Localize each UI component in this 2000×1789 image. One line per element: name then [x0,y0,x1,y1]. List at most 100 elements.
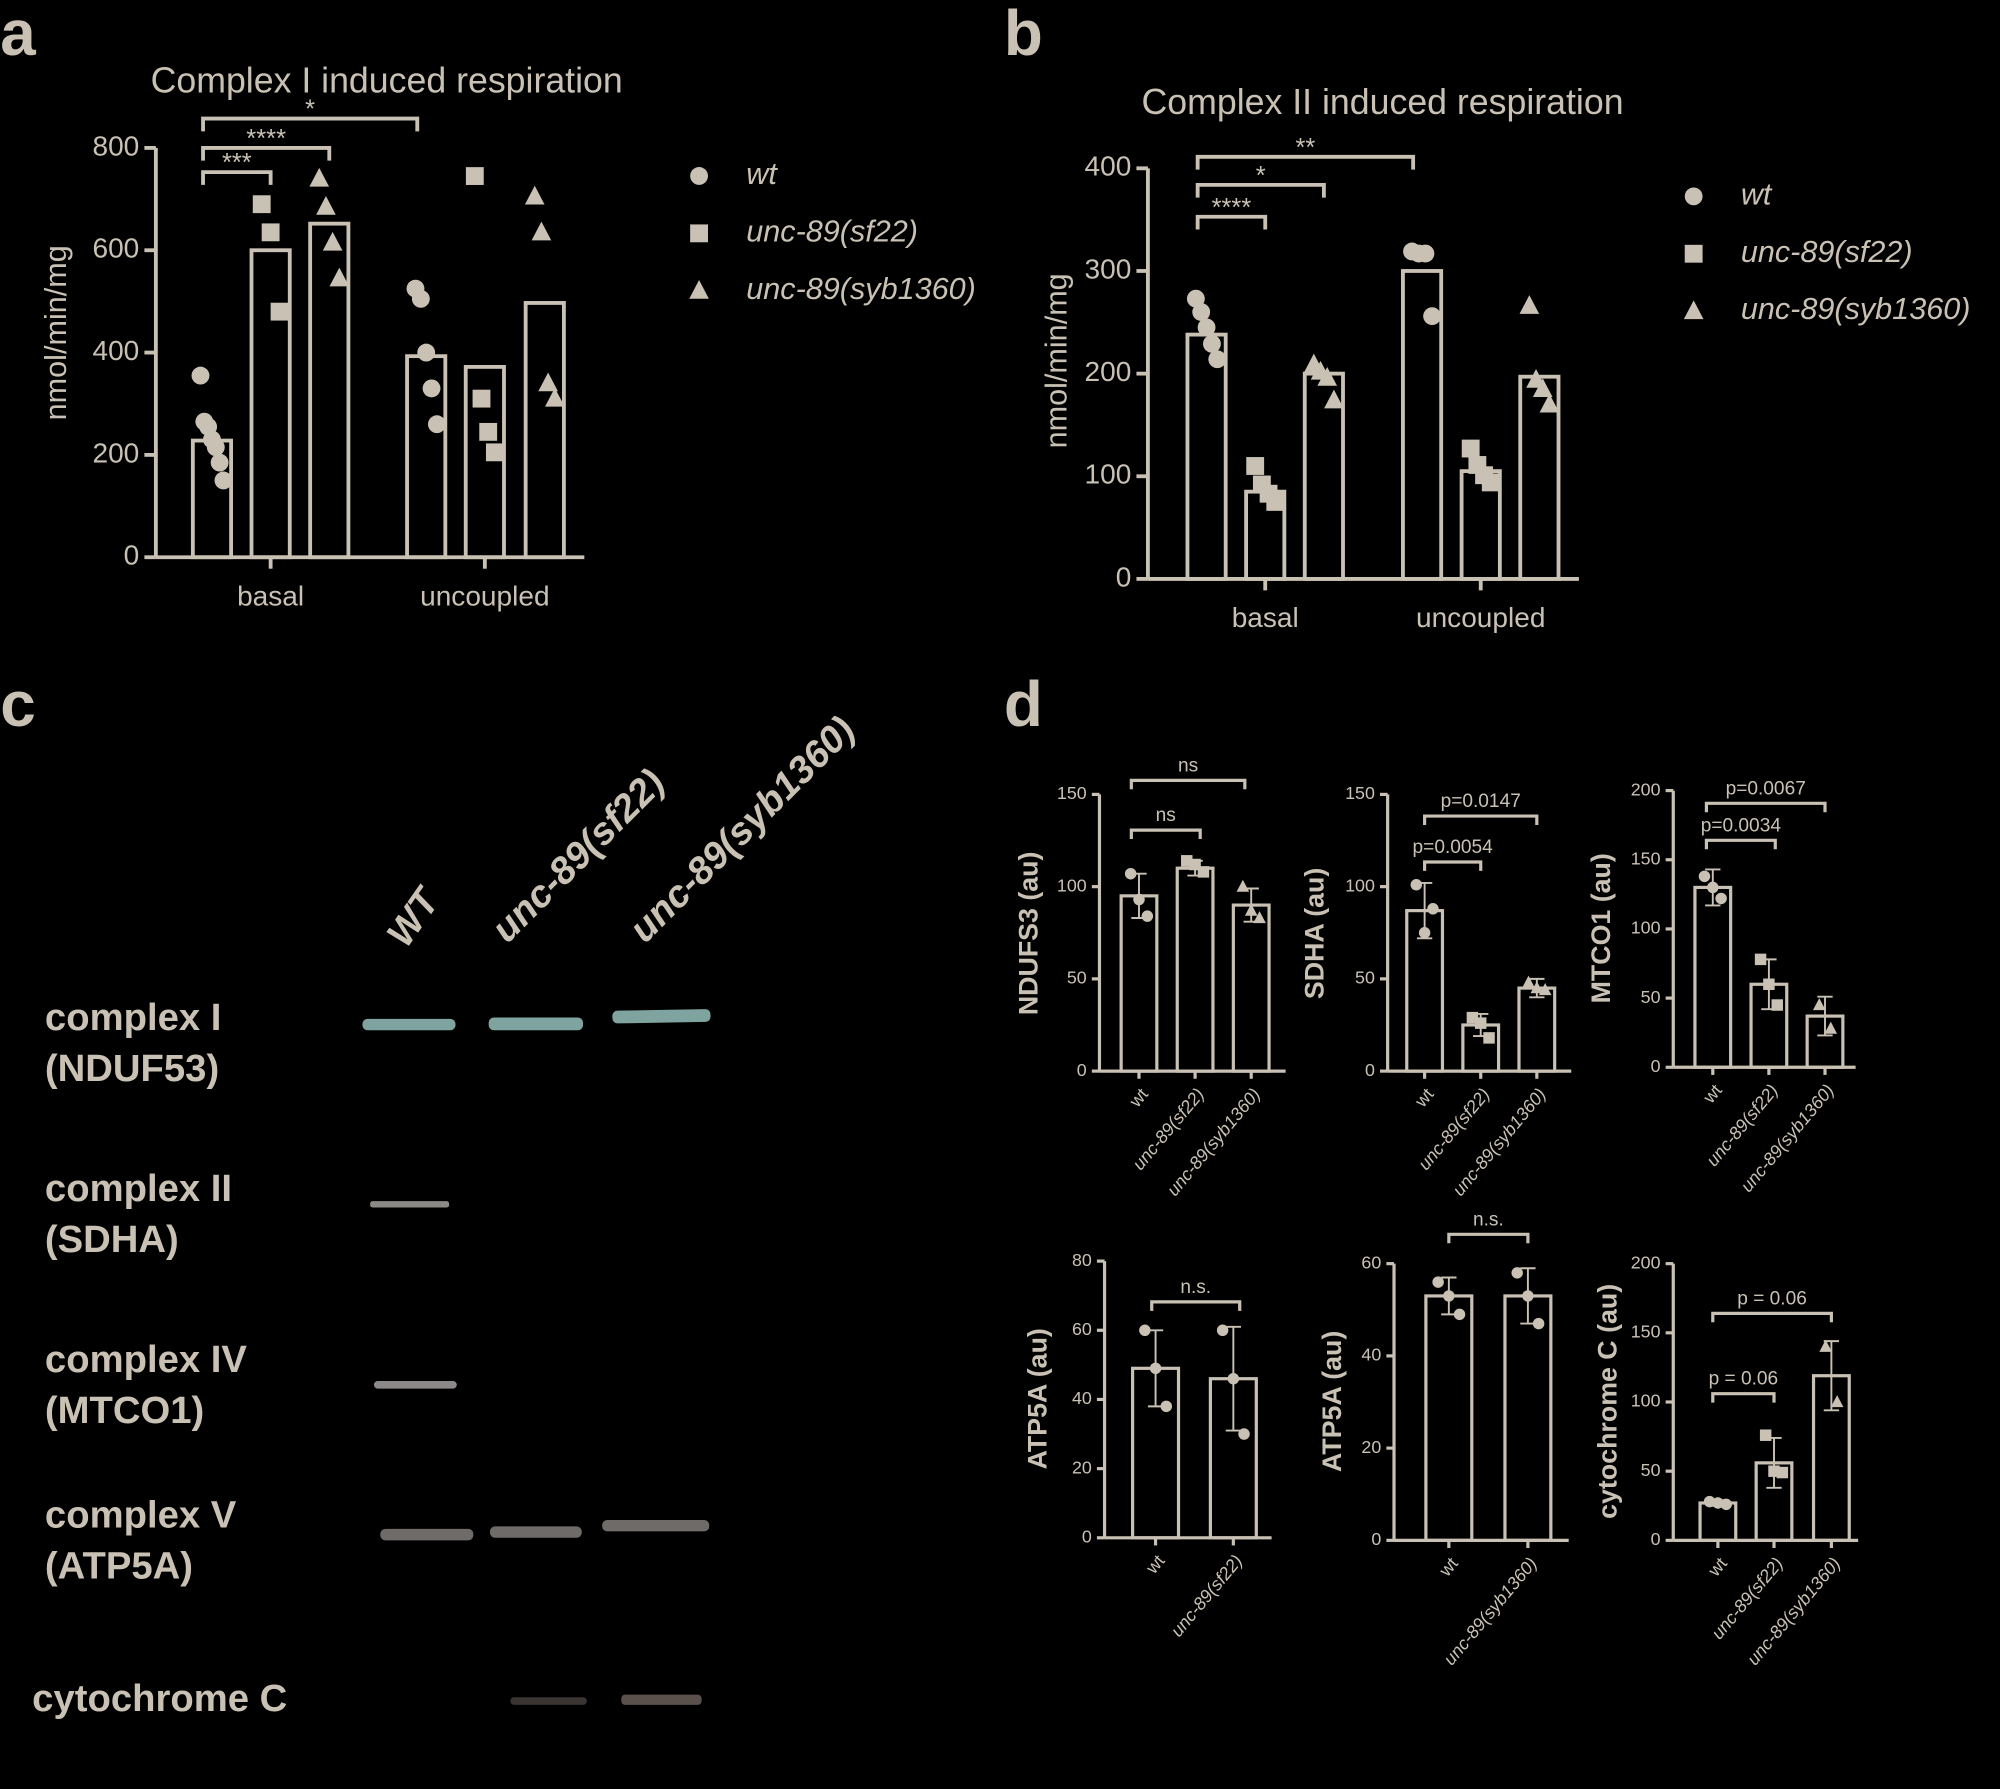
y-axis-label: cytochrome C (au) [1593,1284,1623,1519]
point [1160,1400,1173,1413]
point [411,289,430,308]
y-tick-label: 100 [1345,875,1375,895]
point [1715,892,1727,905]
significance-bracket [1704,801,1827,813]
point [1186,289,1205,308]
point [1416,244,1435,263]
significance-label: ns [1178,755,1198,776]
blot-row-label: complex II [45,1167,232,1210]
band [373,1380,457,1389]
legend-label: unc-89(sf22) [746,214,918,248]
point [1208,350,1227,369]
point [1197,866,1210,878]
point [1538,983,1552,996]
point [1141,910,1154,922]
point [1124,867,1137,880]
point [1684,187,1703,206]
y-tick-label: 0 [1371,1529,1381,1549]
y-tick-label: 0 [1651,1056,1661,1076]
point [1244,903,1258,916]
significance-label: ns [1156,805,1176,826]
band [510,1697,587,1705]
point [427,415,446,434]
significance-bracket [1704,838,1777,850]
band [489,1526,582,1538]
point [1197,318,1216,337]
significance-label: p=0.0067 [1726,778,1806,799]
y-tick-label: 20 [1072,1457,1092,1477]
point [1819,1339,1832,1352]
point [485,443,504,462]
point [1192,303,1211,321]
y-tick-label: 400 [1085,151,1132,182]
y-tick-label: 200 [1631,1252,1661,1272]
band [621,1694,702,1705]
point [206,438,225,457]
significance-label: **** [246,125,286,153]
point [472,389,491,408]
x-tick-label: basal [1232,602,1299,633]
point [322,231,343,251]
point [545,387,565,407]
point [690,224,708,243]
y-tick-label: 40 [1361,1345,1381,1365]
panel-label: b [1004,0,1043,69]
error-bar [1817,995,1833,1037]
significance-label: *** [222,149,252,177]
y-tick-label: 400 [92,335,139,366]
y-tick-label: 50 [1641,987,1661,1007]
legend-label: unc-89(sf22) [1741,235,1913,269]
y-axis-label: nmol/min/mg [1040,273,1074,448]
blot-row-label: (ATP5A) [45,1545,193,1588]
significance-bracket [1447,1232,1530,1244]
bar [249,248,292,560]
significance-label: p=0.0034 [1701,815,1782,836]
point [1511,1267,1523,1279]
point [524,185,545,205]
y-tick-label: 200 [92,437,139,468]
point [1776,1466,1789,1479]
band [370,1201,450,1208]
point [1481,473,1500,492]
point [1238,1428,1250,1440]
band [362,1018,456,1031]
point [1483,1032,1495,1044]
y-axis-label: ATP5A (au) [1023,1328,1053,1469]
point [1532,1317,1545,1330]
y-tick-label: 60 [1361,1252,1381,1272]
x-tick-label: uncoupled [420,580,549,611]
y-tick-label: 150 [1631,848,1661,868]
point [1684,244,1703,263]
point [1427,903,1439,915]
significance-label: * [1256,162,1266,190]
significance-label: p = 0.06 [1737,1288,1807,1309]
y-tick-label: 100 [1057,875,1087,895]
significance-label: ** [1295,134,1315,162]
blot-row-label: (MTCO1) [45,1389,204,1432]
point [1418,927,1431,939]
significance-bracket [201,146,332,161]
blot-row-label: (NDUF53) [45,1047,219,1090]
band [602,1519,710,1532]
point [1707,881,1719,894]
y-axis-label: NDUFS3 (au) [1014,852,1044,1016]
point [329,267,350,287]
point [1698,870,1711,883]
point [1522,975,1535,988]
y-tick-label: 200 [1085,356,1132,387]
y-axis-label: SDHA (au) [1299,868,1329,999]
significance-label: n.s. [1473,1209,1504,1230]
point [1253,911,1266,924]
significance-bracket [1129,828,1202,840]
y-tick-label: 50 [1067,968,1087,988]
point [1423,307,1442,326]
point [1246,457,1265,475]
y-tick-label: 150 [1631,1322,1661,1342]
point [191,366,210,385]
point [1432,1276,1444,1288]
blot-row-label: complex I [45,996,221,1039]
band [380,1528,474,1541]
point [1149,1362,1162,1375]
significance-bracket [1195,214,1268,230]
y-tick-label: 300 [1085,253,1132,284]
